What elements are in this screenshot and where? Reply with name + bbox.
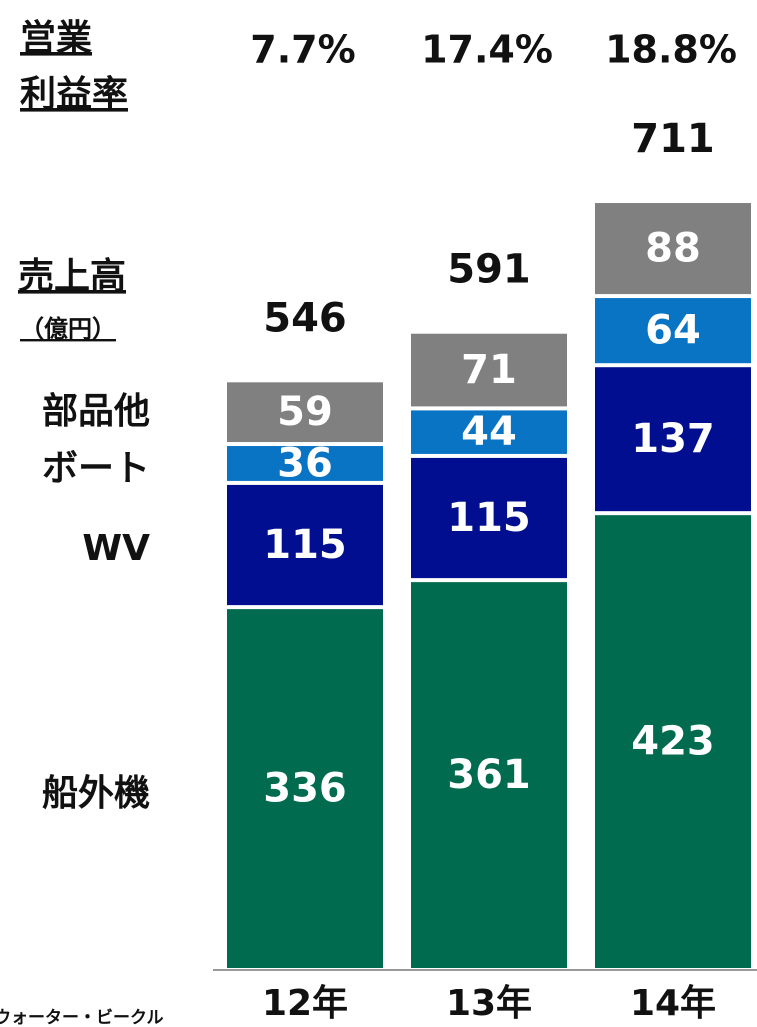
bar-segment <box>227 446 383 481</box>
margin-value: 17.4% <box>421 28 553 72</box>
segment-label: 336 <box>263 766 347 812</box>
legend-label: WV <box>82 528 150 569</box>
segment-label: 115 <box>263 522 347 568</box>
sales-label: 売上高 <box>18 256 126 297</box>
legend-label: 船外機 <box>42 773 150 814</box>
segment-label: 88 <box>645 226 701 272</box>
bar-segment <box>595 298 751 364</box>
bar-segment <box>411 457 567 579</box>
segment-label: 115 <box>447 495 531 541</box>
segment-label: 44 <box>461 409 517 455</box>
bar-segment <box>595 515 751 968</box>
segment-label: 361 <box>447 752 531 798</box>
x-tick-label: 13年 <box>446 983 532 1024</box>
margin-label: 営業 <box>20 18 92 59</box>
unit-label: （億円） <box>20 315 116 343</box>
bar-segment <box>411 410 567 454</box>
legend-label: ボート <box>42 448 150 489</box>
bar-segment <box>227 609 383 968</box>
total-label: 591 <box>447 247 531 293</box>
bar-segment <box>411 333 567 407</box>
total-label: 546 <box>263 295 347 341</box>
footnote: ウォーター・ビークル <box>0 1008 164 1027</box>
bar-segment <box>227 382 383 443</box>
segment-label: 423 <box>631 719 715 765</box>
margin-value: 7.7% <box>250 28 355 72</box>
segment-label: 64 <box>645 308 701 354</box>
x-tick-label: 14年 <box>630 983 716 1024</box>
total-label: 711 <box>631 116 715 162</box>
margin-label: 利益率 <box>20 74 128 115</box>
segment-label: 71 <box>461 347 517 393</box>
bar-segment <box>595 203 751 295</box>
legend-label: 部品他 <box>42 391 150 432</box>
bar-segment <box>227 484 383 606</box>
segment-label: 137 <box>631 416 715 462</box>
bar-segment <box>595 367 751 512</box>
margin-value: 18.8% <box>605 28 737 72</box>
segment-label: 59 <box>277 389 333 435</box>
x-tick-label: 12年 <box>262 983 348 1024</box>
bar-segment <box>411 582 567 968</box>
segment-label: 36 <box>277 440 333 486</box>
